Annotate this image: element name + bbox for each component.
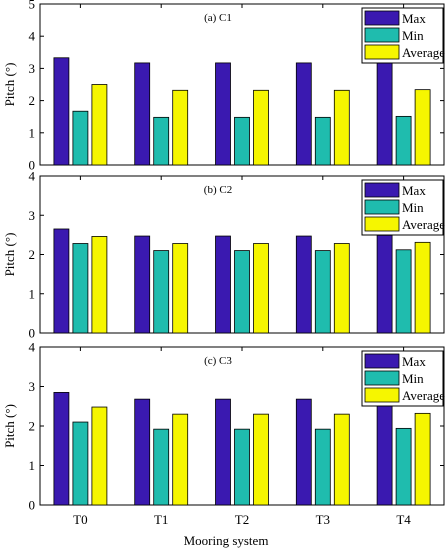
y-tick-label: 2	[29, 419, 36, 434]
bar-min-t0	[72, 421, 89, 506]
bar-max-t4	[376, 61, 393, 166]
bar-max-t3	[295, 398, 312, 506]
bar-average-t2	[253, 243, 269, 334]
bar-average-t4	[414, 241, 431, 334]
y-axis-label: Pitch (°)	[2, 63, 17, 107]
x-tick-label: T4	[396, 512, 411, 527]
bar-min-t4	[395, 427, 412, 506]
bar-average-t1	[172, 89, 189, 166]
legend-label-average: Average	[402, 45, 445, 60]
bar-max-t0	[53, 57, 70, 166]
legend-swatch-min	[364, 370, 400, 386]
legend-label-min: Min	[402, 371, 424, 386]
bar-average-t0	[91, 406, 108, 506]
legend-label-average: Average	[402, 388, 445, 403]
legend-swatch-min	[364, 27, 400, 43]
bar-min-t3	[314, 250, 331, 334]
bar-average-t4	[414, 412, 431, 506]
bar-max-t0	[53, 392, 70, 506]
bar-min-t4	[395, 115, 412, 166]
bar-min-t1	[153, 428, 170, 506]
legend-label-min: Min	[402, 200, 424, 215]
y-tick-label: 4	[29, 29, 36, 44]
bar-average-t2	[253, 413, 269, 506]
legend-swatch-max	[364, 353, 400, 369]
bar-min-t1	[153, 250, 170, 334]
bar-average-t3	[333, 89, 350, 166]
bar-min-t3	[314, 116, 331, 166]
bar-max-t2	[215, 62, 231, 166]
y-tick-label: 4	[29, 340, 36, 355]
bar-average-t3	[333, 413, 350, 506]
bar-min-t0	[72, 110, 89, 166]
y-axis-label: Pitch (°)	[2, 404, 17, 448]
legend-swatch-max	[364, 10, 400, 26]
panel-title: (c) C3	[204, 355, 232, 367]
bar-average-t0	[91, 84, 108, 166]
bar-max-t1	[134, 235, 151, 334]
bar-average-t1	[172, 243, 189, 334]
bar-min-t0	[72, 243, 89, 334]
legend-swatch-average	[364, 387, 400, 403]
y-tick-label: 0	[29, 158, 36, 173]
bar-max-t3	[295, 235, 312, 334]
bar-max-t1	[134, 62, 151, 166]
bar-average-t4	[414, 89, 431, 166]
y-tick-label: 3	[29, 208, 36, 223]
bar-average-t2	[253, 89, 269, 166]
legend-label-min: Min	[402, 28, 424, 43]
bar-average-t0	[91, 236, 108, 334]
legend-swatch-average	[364, 44, 400, 60]
y-tick-label: 1	[29, 125, 36, 140]
y-tick-label: 0	[29, 498, 36, 513]
y-tick-label: 3	[29, 61, 36, 76]
x-axis-label: Mooring system	[184, 533, 269, 548]
bar-max-t0	[53, 228, 70, 334]
bar-min-t1	[153, 116, 170, 166]
y-axis-label: Pitch (°)	[2, 233, 17, 277]
bar-min-t3	[314, 428, 331, 506]
x-tick-label: T2	[235, 512, 249, 527]
legend-label-max: Max	[402, 354, 426, 369]
panel-title: (b) C2	[204, 184, 232, 196]
y-tick-label: 1	[29, 286, 36, 301]
legend-label-max: Max	[402, 11, 426, 26]
y-tick-label: 3	[29, 379, 36, 394]
bar-max-t2	[215, 235, 231, 334]
bar-max-t1	[134, 398, 151, 506]
bar-max-t3	[295, 62, 312, 166]
bar-average-t3	[333, 243, 350, 334]
y-tick-label: 2	[29, 247, 36, 262]
bar-min-t2	[234, 250, 250, 334]
bar-min-t4	[395, 249, 412, 334]
bar-max-t2	[215, 398, 231, 506]
x-tick-label: T1	[154, 512, 168, 527]
legend-swatch-max	[364, 182, 400, 198]
y-tick-label: 4	[29, 169, 36, 184]
panel-title: (a) C1	[204, 12, 232, 24]
y-tick-label: 2	[29, 93, 36, 108]
legend-swatch-average	[364, 216, 400, 232]
bar-min-t2	[234, 428, 250, 506]
y-tick-label: 5	[29, 0, 36, 12]
y-tick-label: 0	[29, 326, 36, 341]
bar-max-t4	[376, 397, 393, 506]
legend-label-max: Max	[402, 183, 426, 198]
bar-min-t2	[234, 116, 250, 166]
x-tick-label: T0	[73, 512, 87, 527]
y-tick-label: 1	[29, 458, 36, 473]
x-tick-label: T3	[316, 512, 330, 527]
bar-max-t4	[376, 234, 393, 334]
legend-swatch-min	[364, 199, 400, 215]
bar-average-t1	[172, 413, 189, 506]
legend-label-average: Average	[402, 217, 445, 232]
